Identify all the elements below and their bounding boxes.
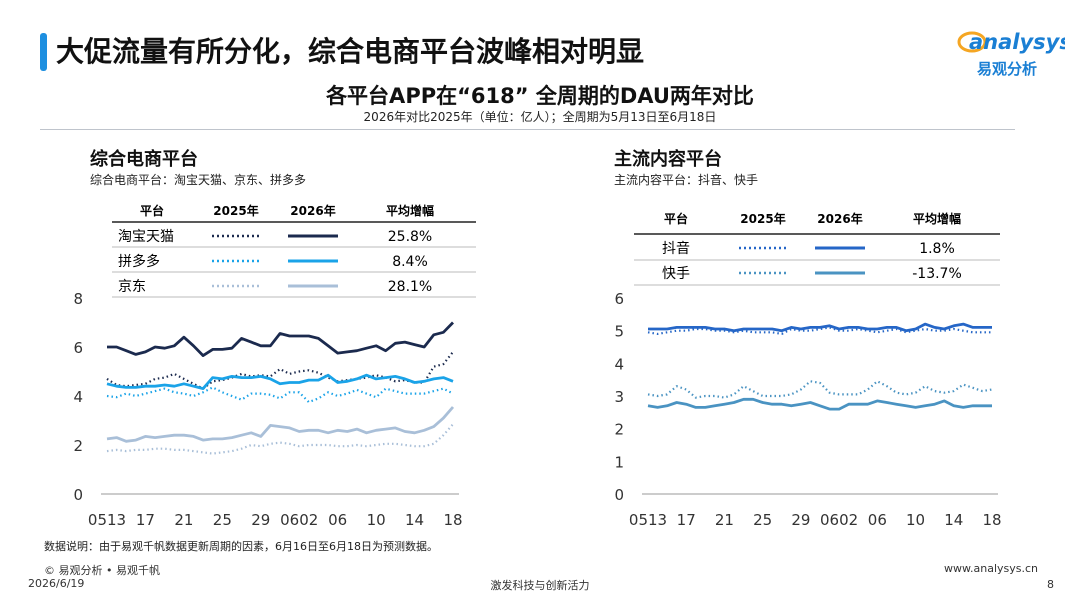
y-tick-label: 0: [73, 486, 83, 504]
series-line-pinduoduo-2025: [106, 386, 454, 404]
legend-header-growth-r: 平均增幅: [913, 211, 961, 226]
legend-header-platform-r: 平台: [664, 211, 688, 226]
series-line-jingdong-2026: [106, 406, 455, 443]
left-panel-subtitle: 综合电商平台：淘宝天猫、京东、拼多多: [90, 173, 307, 187]
y-tick-label: 6: [73, 339, 83, 357]
legend-growth-kuaishou: -13.7%: [912, 266, 962, 282]
y-tick-label: 4: [73, 388, 83, 406]
report-date: 2026/6/19: [28, 577, 85, 590]
y-tick-label: 2: [614, 421, 624, 439]
legend-name-kuaishou: 快手: [662, 266, 690, 282]
right-panel-subtitle: 主流内容平台：抖音、快手: [614, 173, 759, 187]
series-line-douyin-2026: [648, 322, 992, 333]
page-number: 8: [1047, 578, 1054, 591]
x-tick-label: 0602: [280, 511, 318, 529]
x-tick-label: 25: [213, 511, 232, 529]
y-tick-label: 6: [614, 290, 624, 308]
x-tick-label: 18: [982, 511, 1001, 529]
legend-row-kuaishou: 快手 -13.7%: [662, 266, 962, 282]
x-tick-label: 0513: [88, 511, 126, 529]
chart-main-subtitle: 2026年对比2025年（单位：亿人）；全周期为5月13日至6月18日: [363, 110, 717, 124]
legend-header-2025: 2025年: [213, 203, 258, 218]
legend-row-jingdong: 京东 28.1%: [118, 279, 432, 295]
y-tick-label: 3: [614, 388, 624, 406]
y-tick-label: 1: [614, 453, 624, 471]
legend-name-taobao: 淘宝天猫: [118, 229, 174, 245]
right-line-chart: 0 1 2 3 4 5 6 0513 17 21 25 29 0602 06 10 14 18: [614, 290, 1001, 529]
left-line-chart: 0 2 4 6 8 0513 17 21 25 29 0602 06 10 14 18: [73, 290, 462, 529]
x-tick-label: 10: [906, 511, 925, 529]
legend-row-pinduoduo: 拼多多 8.4%: [118, 253, 428, 270]
legend-header-2026: 2026年: [290, 203, 335, 218]
x-tick-label: 17: [677, 511, 696, 529]
series-line-pinduoduo-2026: [106, 373, 454, 391]
x-tick-label: 17: [136, 511, 155, 529]
x-tick-label: 0602: [820, 511, 858, 529]
left-panel-title: 综合电商平台: [90, 149, 198, 170]
x-tick-label: 21: [715, 511, 734, 529]
copyright: © 易观分析 • 易观千帆: [44, 564, 160, 577]
legend-growth-pinduoduo: 8.4%: [392, 254, 428, 270]
chart-main-title: 各平台APP在“618” 全周期的DAU两年对比: [326, 84, 754, 108]
legend-growth-douyin: 1.8%: [919, 241, 955, 257]
y-tick-label: 5: [614, 323, 624, 341]
x-tick-label: 18: [443, 511, 462, 529]
legend-name-jingdong: 京东: [118, 279, 146, 295]
data-note: 数据说明：由于易观千帆数据更新周期的因素，6月16日至6月18日为预测数据。: [44, 540, 438, 553]
x-tick-label: 21: [174, 511, 193, 529]
x-tick-label: 06: [328, 511, 347, 529]
logo-word: analysys: [969, 30, 1065, 54]
legend-growth-jingdong: 28.1%: [388, 279, 432, 295]
legend-header-platform: 平台: [140, 203, 164, 218]
series-line-kuaishou-2025: [647, 380, 993, 399]
analysys-logo: analysys 易观分析: [957, 30, 1065, 78]
page-title: 大促流量有所分化，综合电商平台波峰相对明显: [56, 35, 645, 68]
series-line-kuaishou-2026: [647, 397, 992, 411]
header-divider: [40, 129, 1015, 130]
y-tick-label: 4: [614, 355, 624, 373]
legend-header-2026-r: 2026年: [817, 211, 862, 226]
title-accent-bar: [40, 33, 47, 71]
right-panel-title: 主流内容平台: [614, 149, 722, 170]
x-tick-label: 29: [251, 511, 270, 529]
legend-row-douyin: 抖音 1.8%: [662, 240, 955, 257]
legend-row-taobao: 淘宝天猫 25.8%: [118, 229, 432, 245]
right-legend-table: 平台 2025年 2026年 平均增幅 抖音 1.8% 快手 -13.7%: [634, 211, 1000, 286]
y-tick-label: 8: [73, 290, 83, 308]
x-tick-label: 10: [367, 511, 386, 529]
slogan: 激发科技与创新活力: [490, 579, 590, 592]
series-line-taobao-2025: [106, 351, 454, 390]
left-legend-table: 平台 2025年 2026年 平均增幅 淘宝天猫 25.8% 拼多多 8.4% …: [112, 203, 476, 298]
legend-header-2025-r: 2025年: [740, 211, 785, 226]
y-tick-label: 0: [614, 486, 624, 504]
legend-header-growth: 平均增幅: [386, 203, 434, 218]
logo-cn: 易观分析: [977, 60, 1037, 78]
website-link[interactable]: www.analysys.cn: [944, 562, 1038, 575]
x-tick-label: 14: [944, 511, 963, 529]
x-tick-label: 14: [405, 511, 424, 529]
legend-name-douyin: 抖音: [662, 240, 690, 257]
x-tick-label: 25: [753, 511, 772, 529]
y-tick-label: 2: [73, 437, 83, 455]
legend-growth-taobao: 25.8%: [388, 229, 432, 245]
x-tick-label: 29: [791, 511, 810, 529]
x-tick-label: 06: [868, 511, 887, 529]
x-tick-label: 0513: [629, 511, 667, 529]
logo-swoosh-icon: [957, 31, 987, 53]
legend-name-pinduoduo: 拼多多: [118, 253, 160, 270]
series-line-taobao-2026: [107, 321, 455, 358]
